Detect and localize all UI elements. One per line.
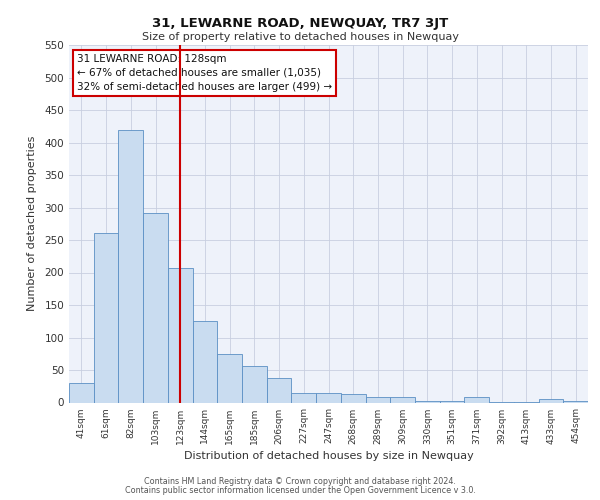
Bar <box>193 320 217 402</box>
Text: Size of property relative to detached houses in Newquay: Size of property relative to detached ho… <box>142 32 458 42</box>
Bar <box>539 399 563 402</box>
Bar <box>94 233 118 402</box>
Text: 31 LEWARNE ROAD: 128sqm
← 67% of detached houses are smaller (1,035)
32% of semi: 31 LEWARNE ROAD: 128sqm ← 67% of detache… <box>77 54 332 92</box>
Y-axis label: Number of detached properties: Number of detached properties <box>28 136 37 312</box>
Bar <box>69 383 94 402</box>
Bar <box>217 354 242 403</box>
Text: Contains HM Land Registry data © Crown copyright and database right 2024.: Contains HM Land Registry data © Crown c… <box>144 477 456 486</box>
Bar <box>143 214 168 402</box>
Bar <box>563 401 588 402</box>
Bar <box>267 378 292 402</box>
Bar <box>341 394 365 402</box>
Bar <box>415 400 440 402</box>
Bar <box>316 393 341 402</box>
Text: Contains public sector information licensed under the Open Government Licence v : Contains public sector information licen… <box>125 486 475 495</box>
Bar <box>118 130 143 402</box>
Bar <box>242 366 267 403</box>
Bar <box>292 393 316 402</box>
Text: 31, LEWARNE ROAD, NEWQUAY, TR7 3JT: 31, LEWARNE ROAD, NEWQUAY, TR7 3JT <box>152 18 448 30</box>
Bar <box>440 401 464 402</box>
X-axis label: Distribution of detached houses by size in Newquay: Distribution of detached houses by size … <box>184 450 473 460</box>
Bar <box>168 268 193 402</box>
Bar <box>365 398 390 402</box>
Bar <box>390 398 415 402</box>
Bar <box>464 398 489 402</box>
